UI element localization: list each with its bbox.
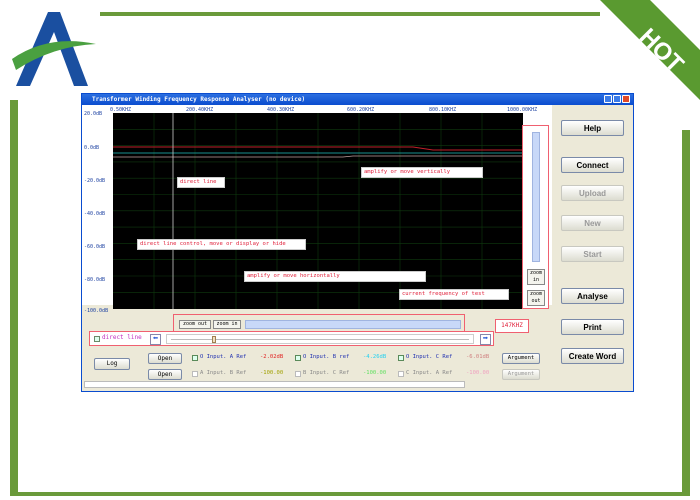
zoom-in-horizontal-button[interactable]: zoom in <box>213 320 241 329</box>
annotation-horizontal: amplify or move horizontally <box>244 271 426 282</box>
hot-ribbon: HOT <box>600 0 700 100</box>
horizontal-scrollbar[interactable] <box>245 320 461 329</box>
x-tick: 600.20KHZ <box>347 107 375 113</box>
help-button[interactable]: Help <box>561 120 624 136</box>
frequency-readout: 147KHZ <box>495 319 529 333</box>
create-word-button[interactable]: Create Word <box>561 348 624 364</box>
vertical-scrollbar[interactable] <box>532 132 540 262</box>
ref-checkbox[interactable] <box>398 371 404 377</box>
argument-button[interactable]: Argument <box>502 353 540 364</box>
slider-thumb[interactable] <box>212 336 216 343</box>
direct-line-checkbox[interactable] <box>94 336 100 342</box>
y-tick: 0.0dB <box>84 145 100 151</box>
ref-value: -100.00 <box>363 370 387 376</box>
x-tick: 1000.00KHZ <box>507 107 538 113</box>
annotation-vertical: amplify or move vertically <box>361 167 483 178</box>
x-tick: 800.10KHZ <box>429 107 457 113</box>
y-tick: 20.0dB <box>84 111 103 117</box>
ref-checkbox[interactable] <box>192 355 198 361</box>
ref-value: -100.00 <box>260 370 284 376</box>
ref-value: -2.02dB <box>260 354 284 360</box>
ref-value: -6.01dB <box>466 354 490 360</box>
ref-value: -100.00 <box>466 370 490 376</box>
argument-button[interactable]: Argument <box>502 369 540 380</box>
close-button[interactable] <box>622 95 630 103</box>
direct-line-control: direct line ⬅ ➡ <box>89 331 494 346</box>
analyse-button[interactable]: Analyse <box>561 288 624 304</box>
print-button[interactable]: Print <box>561 319 624 335</box>
ref-value: -4.26dB <box>363 354 387 360</box>
ref-checkbox[interactable] <box>295 371 301 377</box>
zoom-in-vertical-button[interactable]: zoom in <box>527 269 545 285</box>
arrow-right-icon[interactable]: ➡ <box>480 334 491 345</box>
annotation-current-frequency: current frequency of test <box>399 289 509 300</box>
series-line <box>113 146 523 151</box>
direct-line-label: direct line <box>102 334 142 341</box>
series-line <box>113 155 523 158</box>
annotation-direct-control: direct line control, move or display or … <box>137 239 306 250</box>
ref-label: A Input. B Ref <box>200 370 247 376</box>
left-border <box>10 100 18 496</box>
log-button[interactable]: Log <box>94 358 130 370</box>
start-button[interactable]: Start <box>561 246 624 262</box>
ref-checkbox[interactable] <box>398 355 404 361</box>
right-border <box>682 130 690 496</box>
upload-button[interactable]: Upload <box>561 185 624 201</box>
minimize-button[interactable] <box>604 95 612 103</box>
horizontal-scrollbar-bottom[interactable] <box>84 381 465 388</box>
vertical-zoom-group: zoom in zoom out <box>522 125 549 309</box>
bottom-border <box>10 492 690 496</box>
plot-area: 20.0dB 0.0dB -20.0dB -40.0dB -60.0dB -80… <box>82 105 552 314</box>
connect-button[interactable]: Connect <box>561 157 624 173</box>
y-tick: -60.0dB <box>84 244 106 250</box>
app-window: Transformer Winding Frequency Response A… <box>81 93 634 392</box>
y-tick: -40.0dB <box>84 211 106 217</box>
new-button[interactable]: New <box>561 215 624 231</box>
x-tick: 400.30KHZ <box>267 107 295 113</box>
ref-label: O Input. B ref <box>303 354 350 360</box>
top-border <box>100 12 600 16</box>
title-bar: Transformer Winding Frequency Response A… <box>82 94 633 105</box>
ref-checkbox[interactable] <box>295 355 301 361</box>
ref-label: O Input. A Ref <box>200 354 247 360</box>
ref-checkbox[interactable] <box>192 371 198 377</box>
y-tick: -80.0dB <box>84 277 106 283</box>
zoom-out-horizontal-button[interactable]: zoom out <box>179 320 211 329</box>
ref-label: C Input. A Ref <box>406 370 453 376</box>
direct-line-slider[interactable] <box>166 334 474 344</box>
logo <box>12 12 96 86</box>
y-tick: -100.0dB <box>84 308 109 314</box>
x-tick: 200.40KHZ <box>186 107 214 113</box>
zoom-out-vertical-button[interactable]: zoom out <box>527 290 545 306</box>
annotation-direct-line: direct line <box>177 177 225 188</box>
ref-label: B Input. C Ref <box>303 370 350 376</box>
open-button[interactable]: Open <box>148 353 182 364</box>
maximize-button[interactable] <box>613 95 621 103</box>
y-tick: -20.0dB <box>84 178 106 184</box>
open-button[interactable]: Open <box>148 369 182 380</box>
ref-label: O Input. C Ref <box>406 354 453 360</box>
arrow-left-icon[interactable]: ⬅ <box>150 334 161 345</box>
x-tick: 0.50KHZ <box>110 107 132 113</box>
horizontal-zoom-group: zoom out zoom in <box>173 314 465 332</box>
